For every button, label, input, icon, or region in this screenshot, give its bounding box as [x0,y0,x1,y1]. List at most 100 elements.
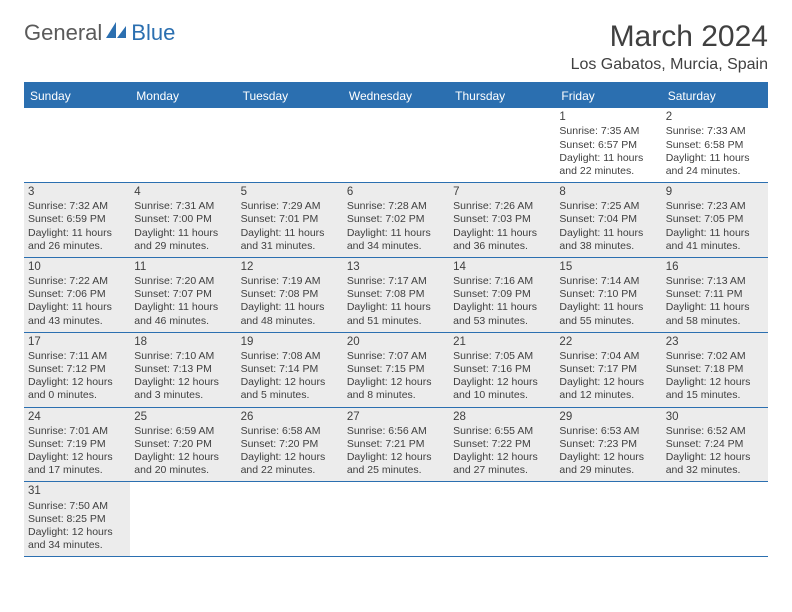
daylight-text-1: Daylight: 11 hours [666,152,764,165]
sunrise-text: Sunrise: 7:23 AM [666,200,764,213]
day-number: 15 [559,260,657,274]
sunrise-text: Sunrise: 7:05 AM [453,350,551,363]
location: Los Gabatos, Murcia, Spain [571,56,768,74]
day-number: 25 [134,410,232,424]
daylight-text-2: and 55 minutes. [559,315,657,328]
daylight-text-1: Daylight: 12 hours [241,376,339,389]
daylight-text-1: Daylight: 11 hours [241,301,339,314]
daylight-text-1: Daylight: 12 hours [28,526,126,539]
title-block: March 2024 Los Gabatos, Murcia, Spain [571,20,768,74]
daylight-text-2: and 51 minutes. [347,315,445,328]
daylight-text-1: Daylight: 12 hours [134,376,232,389]
sunset-text: Sunset: 6:57 PM [559,139,657,152]
day-cell: 11Sunrise: 7:20 AMSunset: 7:07 PMDayligh… [130,258,236,332]
sunset-text: Sunset: 7:04 PM [559,213,657,226]
sunset-text: Sunset: 7:06 PM [28,288,126,301]
day-cell: 5Sunrise: 7:29 AMSunset: 7:01 PMDaylight… [237,183,343,257]
sunset-text: Sunset: 7:01 PM [241,213,339,226]
day-number: 13 [347,260,445,274]
day-number: 17 [28,335,126,349]
sunset-text: Sunset: 6:58 PM [666,139,764,152]
daylight-text-1: Daylight: 11 hours [347,301,445,314]
sunrise-text: Sunrise: 7:10 AM [134,350,232,363]
daylight-text-2: and 34 minutes. [28,539,126,552]
day-cell: 13Sunrise: 7:17 AMSunset: 7:08 PMDayligh… [343,258,449,332]
sunrise-text: Sunrise: 7:20 AM [134,275,232,288]
daylight-text-2: and 10 minutes. [453,389,551,402]
daylight-text-2: and 22 minutes. [559,165,657,178]
sunrise-text: Sunrise: 7:11 AM [28,350,126,363]
week-row: 10Sunrise: 7:22 AMSunset: 7:06 PM Dayligh… [24,258,768,333]
day-number: 20 [347,335,445,349]
daylight-text-2: and 58 minutes. [666,315,764,328]
day-number: 16 [666,260,764,274]
daylight-text-1: Daylight: 11 hours [134,301,232,314]
sunrise-text: Sunrise: 7:16 AM [453,275,551,288]
daylight-text-1: Daylight: 12 hours [347,451,445,464]
day-number: 23 [666,335,764,349]
month-title: March 2024 [571,20,768,54]
sunset-text: Sunset: 7:07 PM [134,288,232,301]
sunset-text: Sunset: 7:08 PM [347,288,445,301]
day-cell [237,482,343,556]
daylight-text-1: Daylight: 12 hours [559,376,657,389]
daylight-text-1: Daylight: 11 hours [241,227,339,240]
day-number: 24 [28,410,126,424]
day-number: 6 [347,185,445,199]
daylight-text-1: Daylight: 11 hours [559,152,657,165]
daylight-text-2: and 8 minutes. [347,389,445,402]
day-cell [130,108,236,182]
daylight-text-1: Daylight: 12 hours [559,451,657,464]
day-cell: 10Sunrise: 7:22 AMSunset: 7:06 PMDayligh… [24,258,130,332]
day-cell [555,482,661,556]
sunset-text: Sunset: 7:10 PM [559,288,657,301]
sunrise-text: Sunrise: 7:33 AM [666,125,764,138]
daylight-text-2: and 46 minutes. [134,315,232,328]
daylight-text-2: and 20 minutes. [134,464,232,477]
daylight-text-1: Daylight: 11 hours [347,227,445,240]
daylight-text-2: and 29 minutes. [559,464,657,477]
daylight-text-2: and 53 minutes. [453,315,551,328]
day-cell: 12Sunrise: 7:19 AMSunset: 7:08 PMDayligh… [237,258,343,332]
day-cell: 8Sunrise: 7:25 AMSunset: 7:04 PMDaylight… [555,183,661,257]
day-cell: 4Sunrise: 7:31 AMSunset: 7:00 PMDaylight… [130,183,236,257]
daylight-text-1: Daylight: 11 hours [453,301,551,314]
sunrise-text: Sunrise: 7:07 AM [347,350,445,363]
sunset-text: Sunset: 7:11 PM [666,288,764,301]
week-row: 17Sunrise: 7:11 AMSunset: 7:12 PM Dayligh… [24,333,768,408]
daylight-text-2: and 12 minutes. [559,389,657,402]
calendar: Sunday Monday Tuesday Wednesday Thursday… [24,82,768,557]
daylight-text-2: and 31 minutes. [241,240,339,253]
sunset-text: Sunset: 7:12 PM [28,363,126,376]
sunset-text: Sunset: 7:21 PM [347,438,445,451]
daylight-text-1: Daylight: 12 hours [241,451,339,464]
day-headers-row: Sunday Monday Tuesday Wednesday Thursday… [24,84,768,108]
day-cell: 17Sunrise: 7:11 AMSunset: 7:12 PMDayligh… [24,333,130,407]
day-number: 10 [28,260,126,274]
daylight-text-2: and 36 minutes. [453,240,551,253]
sunset-text: Sunset: 7:18 PM [666,363,764,376]
day-cell: 26Sunrise: 6:58 AMSunset: 7:20 PMDayligh… [237,408,343,482]
day-cell [449,482,555,556]
sunrise-text: Sunrise: 7:22 AM [28,275,126,288]
sunset-text: Sunset: 7:20 PM [134,438,232,451]
sunset-text: Sunset: 7:00 PM [134,213,232,226]
sunset-text: Sunset: 7:16 PM [453,363,551,376]
logo-text-1: General [24,20,102,46]
day-cell: 1Sunrise: 7:35 AMSunset: 6:57 PMDaylight… [555,108,661,182]
daylight-text-1: Daylight: 11 hours [559,227,657,240]
daylight-text-1: Daylight: 11 hours [134,227,232,240]
sunrise-text: Sunrise: 7:17 AM [347,275,445,288]
day-cell: 6Sunrise: 7:28 AMSunset: 7:02 PMDaylight… [343,183,449,257]
day-number: 29 [559,410,657,424]
day-number: 3 [28,185,126,199]
day-number: 19 [241,335,339,349]
day-cell: 18Sunrise: 7:10 AMSunset: 7:13 PMDayligh… [130,333,236,407]
day-cell: 24Sunrise: 7:01 AMSunset: 7:19 PMDayligh… [24,408,130,482]
day-cell: 25Sunrise: 6:59 AMSunset: 7:20 PMDayligh… [130,408,236,482]
sunset-text: Sunset: 8:25 PM [28,513,126,526]
day-cell: 9Sunrise: 7:23 AMSunset: 7:05 PMDaylight… [662,183,768,257]
week-row: 1Sunrise: 7:35 AMSunset: 6:57 PMDaylight… [24,108,768,183]
day-number: 8 [559,185,657,199]
sunset-text: Sunset: 7:05 PM [666,213,764,226]
